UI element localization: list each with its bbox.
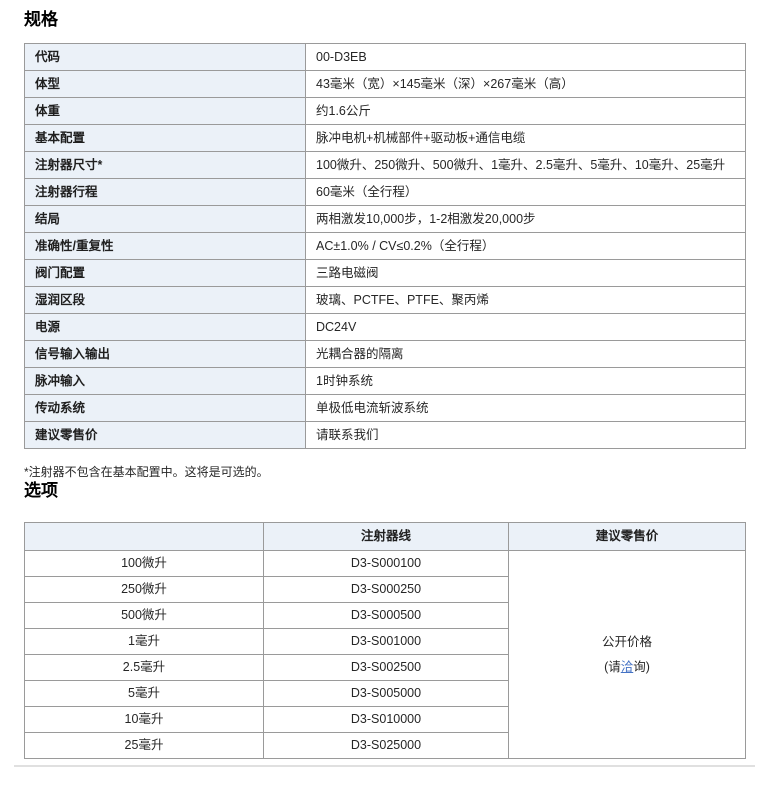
table-row: 建议零售价 请联系我们 xyxy=(24,421,746,449)
option-size-cell: 1毫升 xyxy=(24,628,264,655)
options-header-syringe-line: 注射器线 xyxy=(263,522,509,551)
spec-label: 准确性/重复性 xyxy=(24,232,306,260)
price-line2-suffix: 询) xyxy=(633,659,650,674)
table-row: 传动系统 单极低电流斩波系统 xyxy=(24,394,746,422)
spec-label: 湿润区段 xyxy=(24,286,306,314)
spec-value: 两相激发10,000步，1-2相激发20,000步 xyxy=(305,205,746,233)
spec-label: 代码 xyxy=(24,43,306,71)
spec-value: 100微升、250微升、500微升、1毫升、2.5毫升、5毫升、10毫升、25毫… xyxy=(305,151,746,179)
table-row: 体重 约1.6公斤 xyxy=(24,97,746,125)
spec-label: 建议零售价 xyxy=(24,421,306,449)
price-line2-prefix: (请 xyxy=(604,659,621,674)
spec-value: 光耦合器的隔离 xyxy=(305,340,746,368)
spec-heading: 规格 xyxy=(24,10,58,29)
options-header-msrp: 建议零售价 xyxy=(508,522,746,551)
option-code-cell: D3-S000250 xyxy=(263,576,509,603)
spec-value: 单极低电流斩波系统 xyxy=(305,394,746,422)
table-row: 准确性/重复性 AC±1.0% / CV≤0.2%（全行程） xyxy=(24,232,746,260)
option-code-cell: D3-S005000 xyxy=(263,680,509,707)
table-row: 注射器尺寸* 100微升、250微升、500微升、1毫升、2.5毫升、5毫升、1… xyxy=(24,151,746,179)
spec-value: DC24V xyxy=(305,313,746,341)
bottom-divider xyxy=(14,765,755,767)
spec-label: 信号输入输出 xyxy=(24,340,306,368)
footnote: *注射器不包含在基本配置中。这将是可选的。 xyxy=(24,465,269,479)
spec-label: 注射器尺寸* xyxy=(24,151,306,179)
options-table: 注射器线 建议零售价 100微升 D3-S000100 公开价格 (请洽询) 2… xyxy=(24,522,746,759)
price-line2: (请洽询) xyxy=(517,660,737,675)
spec-label: 体型 xyxy=(24,70,306,98)
inquiry-link[interactable]: 洽 xyxy=(620,659,634,674)
table-row: 湿润区段 玻璃、PCTFE、PTFE、聚丙烯 xyxy=(24,286,746,314)
option-code-cell: D3-S000100 xyxy=(263,550,509,577)
option-code-cell: D3-S010000 xyxy=(263,706,509,733)
spec-value: 脉冲电机+机械部件+驱动板+通信电缆 xyxy=(305,124,746,152)
table-row: 注射器行程 60毫米（全行程） xyxy=(24,178,746,206)
option-size-cell: 500微升 xyxy=(24,602,264,629)
option-size-cell: 25毫升 xyxy=(24,732,264,759)
spec-table: 代码 00-D3EB 体型 43毫米（宽）×145毫米（深）×267毫米（高） … xyxy=(24,43,746,449)
options-header-blank xyxy=(24,522,264,551)
spec-value: 约1.6公斤 xyxy=(305,97,746,125)
spec-value: 60毫米（全行程） xyxy=(305,178,746,206)
table-row: 电源 DC24V xyxy=(24,313,746,341)
spec-value: 00-D3EB xyxy=(305,43,746,71)
option-size-cell: 250微升 xyxy=(24,576,264,603)
table-row: 10毫升 D3-S010000 xyxy=(24,706,746,733)
page: 规格 代码 00-D3EB 体型 43毫米（宽）×145毫米（深）×267毫米（… xyxy=(14,10,755,767)
spec-label: 结局 xyxy=(24,205,306,233)
table-row: 基本配置 脉冲电机+机械部件+驱动板+通信电缆 xyxy=(24,124,746,152)
table-row: 1毫升 D3-S001000 xyxy=(24,628,746,655)
spec-value: AC±1.0% / CV≤0.2%（全行程） xyxy=(305,232,746,260)
table-row: 250微升 D3-S000250 xyxy=(24,576,746,603)
spec-label: 电源 xyxy=(24,313,306,341)
table-row: 结局 两相激发10,000步，1-2相激发20,000步 xyxy=(24,205,746,233)
spec-value: 玻璃、PCTFE、PTFE、聚丙烯 xyxy=(305,286,746,314)
table-row: 100微升 D3-S000100 公开价格 (请洽询) xyxy=(24,550,746,759)
option-code-cell: D3-S001000 xyxy=(263,628,509,655)
spec-label: 体重 xyxy=(24,97,306,125)
option-size-cell: 100微升 xyxy=(24,550,264,577)
spec-label: 传动系统 xyxy=(24,394,306,422)
price-line1: 公开价格 xyxy=(601,634,652,649)
table-row: 体型 43毫米（宽）×145毫米（深）×267毫米（高） xyxy=(24,70,746,98)
table-row: 信号输入输出 光耦合器的隔离 xyxy=(24,340,746,368)
spec-value: 43毫米（宽）×145毫米（深）×267毫米（高） xyxy=(305,70,746,98)
spec-label: 阀门配置 xyxy=(24,259,306,287)
spec-value: 请联系我们 xyxy=(305,421,746,449)
spec-value: 1时钟系统 xyxy=(305,367,746,395)
option-code-cell: D3-S025000 xyxy=(263,732,509,759)
table-row: 脉冲输入 1时钟系统 xyxy=(24,367,746,395)
option-size-cell: 10毫升 xyxy=(24,706,264,733)
table-row: 阀门配置 三路电磁阀 xyxy=(24,259,746,287)
options-header-row: 注射器线 建议零售价 xyxy=(24,522,746,551)
spec-label: 基本配置 xyxy=(24,124,306,152)
option-code-cell: D3-S000500 xyxy=(263,602,509,629)
table-row: 代码 00-D3EB xyxy=(24,43,746,71)
table-row: 5毫升 D3-S005000 xyxy=(24,680,746,707)
spec-value: 三路电磁阀 xyxy=(305,259,746,287)
options-heading: 选项 xyxy=(24,481,58,500)
option-size-cell: 2.5毫升 xyxy=(24,654,264,681)
option-code-cell: D3-S002500 xyxy=(263,654,509,681)
table-row: 2.5毫升 D3-S002500 xyxy=(24,654,746,681)
spec-label: 注射器行程 xyxy=(24,178,306,206)
spec-label: 脉冲输入 xyxy=(24,367,306,395)
option-size-cell: 5毫升 xyxy=(24,680,264,707)
table-row: 25毫升 D3-S025000 xyxy=(24,732,746,759)
price-cell: 公开价格 (请洽询) xyxy=(508,550,746,759)
